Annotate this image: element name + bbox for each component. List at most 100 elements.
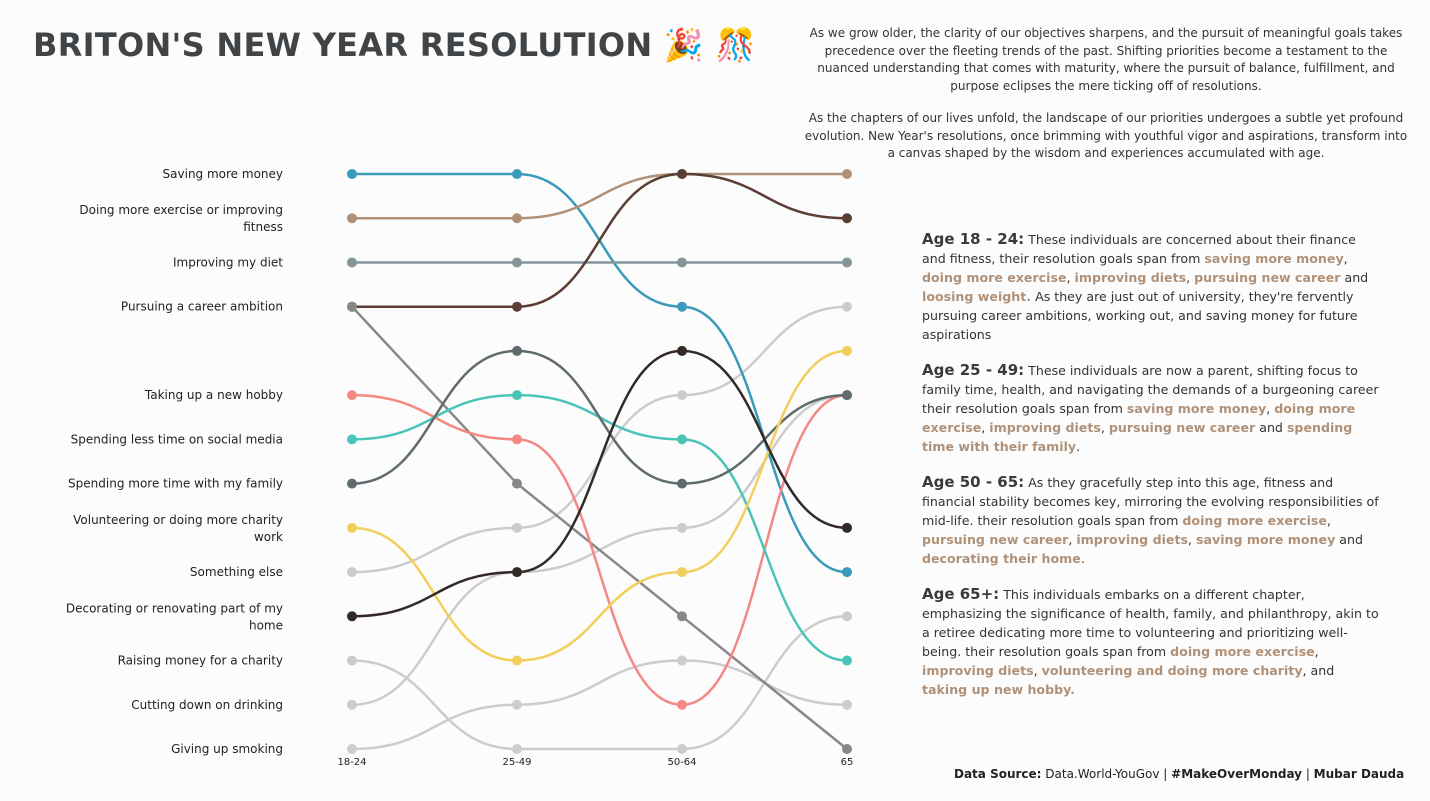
series-line xyxy=(351,393,848,662)
data-point[interactable] xyxy=(512,169,522,179)
data-point[interactable] xyxy=(842,611,852,622)
data-point[interactable] xyxy=(512,699,522,710)
data-point[interactable] xyxy=(842,169,852,179)
data-point[interactable] xyxy=(842,213,852,224)
data-point[interactable] xyxy=(347,301,357,312)
note-text: and xyxy=(1340,270,1369,285)
series-line xyxy=(351,659,848,751)
data-point[interactable] xyxy=(842,257,852,268)
data-point[interactable] xyxy=(512,213,522,224)
row-labels: Saving more money Doing more exercise or … xyxy=(66,167,283,756)
row-label: Doing more exercise or improving xyxy=(79,203,283,217)
age-group-note: Age 65+: This individuals embarks on a d… xyxy=(922,585,1382,699)
data-point[interactable] xyxy=(512,257,522,268)
note-text: , xyxy=(1187,532,1196,547)
note-text: , xyxy=(1186,270,1195,285)
data-point[interactable] xyxy=(677,390,687,401)
note-text: . xyxy=(1080,551,1085,566)
series-line xyxy=(351,349,848,662)
data-point[interactable] xyxy=(347,169,357,179)
data-point[interactable] xyxy=(347,478,357,489)
data-point[interactable] xyxy=(677,699,687,710)
highlight-text: pursuing new career xyxy=(1194,270,1341,285)
data-point[interactable] xyxy=(842,655,852,666)
data-point[interactable] xyxy=(347,434,357,445)
highlight-text: pursuing new career xyxy=(922,532,1069,547)
series-line xyxy=(351,615,848,751)
highlight-text: improving diets xyxy=(1076,532,1188,547)
data-point[interactable] xyxy=(347,213,357,224)
highlight-text: doing more exercise xyxy=(922,401,1356,435)
data-point[interactable] xyxy=(347,655,357,666)
data-point[interactable] xyxy=(347,743,357,754)
highlight-text: doing more exercise xyxy=(1182,513,1327,528)
age-group-heading: Age 18 - 24: xyxy=(922,230,1025,248)
note-text: , xyxy=(1066,270,1075,285)
data-point[interactable] xyxy=(677,655,687,666)
series-line xyxy=(351,393,848,707)
row-label: Spending more time with my family xyxy=(68,477,283,491)
intro-paragraph: As we grow older, the clarity of our obj… xyxy=(809,26,1403,93)
age-group-notes: Age 18 - 24: These individuals are conce… xyxy=(922,230,1382,716)
data-point[interactable] xyxy=(842,301,852,312)
highlight-text: improving diets xyxy=(1074,270,1187,285)
source-author: Mubar Dauda xyxy=(1313,767,1405,781)
note-text: . xyxy=(1076,439,1081,454)
page-title: BRITON'S NEW YEAR RESOLUTION 🎉 🎊 xyxy=(33,26,756,64)
data-point[interactable] xyxy=(842,699,852,710)
data-point[interactable] xyxy=(512,522,522,533)
data-point[interactable] xyxy=(512,478,522,489)
note-text: , xyxy=(981,420,990,435)
row-label: Pursuing a career ambition xyxy=(121,300,283,314)
row-label: fitness xyxy=(243,220,283,234)
series-line xyxy=(352,172,848,574)
data-point[interactable] xyxy=(677,345,687,356)
data-point[interactable] xyxy=(842,345,852,356)
data-point[interactable] xyxy=(347,699,357,710)
data-point[interactable] xyxy=(677,522,687,533)
data-point[interactable] xyxy=(842,522,852,533)
highlight-text: saving more money xyxy=(1126,401,1267,416)
highlight-text: doing more exercise xyxy=(922,270,1067,285)
data-point[interactable] xyxy=(512,301,522,312)
data-point[interactable] xyxy=(512,390,522,401)
data-point[interactable] xyxy=(347,567,357,578)
data-point[interactable] xyxy=(512,567,522,578)
data-point[interactable] xyxy=(677,478,687,489)
data-point[interactable] xyxy=(842,567,852,578)
data-point[interactable] xyxy=(677,434,687,445)
age-group-note: Age 25 - 49: These individuals are now a… xyxy=(922,361,1382,456)
series-line xyxy=(351,172,848,308)
highlight-text: loosing weight. xyxy=(922,289,1032,304)
data-point[interactable] xyxy=(512,434,522,445)
data-point[interactable] xyxy=(347,257,357,268)
highlight-text: volunteering and doing more charity xyxy=(1041,663,1303,678)
series-line xyxy=(351,349,848,485)
data-point[interactable] xyxy=(677,567,687,578)
note-text: , xyxy=(1033,663,1042,678)
data-point[interactable] xyxy=(512,345,522,356)
series-line xyxy=(351,349,848,618)
row-label: work xyxy=(254,530,283,544)
note-text: , xyxy=(1343,251,1348,266)
data-point[interactable] xyxy=(347,611,357,622)
row-label: Something else xyxy=(190,565,283,579)
x-tick-label: 50-64 xyxy=(667,757,696,768)
data-point[interactable] xyxy=(677,301,687,312)
data-point[interactable] xyxy=(677,169,687,179)
note-text: This individuals embarks on a different … xyxy=(922,587,1379,659)
highlight-text: decorating their home xyxy=(922,551,1081,566)
source-tag: #MakeOverMonday xyxy=(1171,767,1302,781)
data-point[interactable] xyxy=(677,743,687,754)
data-point[interactable] xyxy=(347,522,357,533)
data-point[interactable] xyxy=(512,655,522,666)
data-point[interactable] xyxy=(347,390,357,401)
data-point[interactable] xyxy=(512,743,522,754)
data-point[interactable] xyxy=(842,390,852,401)
age-group-heading: Age 25 - 49: xyxy=(922,361,1025,379)
series-lines xyxy=(351,172,848,751)
series-line xyxy=(352,172,847,220)
data-point[interactable] xyxy=(677,611,687,622)
data-point[interactable] xyxy=(677,257,687,268)
data-point[interactable] xyxy=(842,743,852,754)
